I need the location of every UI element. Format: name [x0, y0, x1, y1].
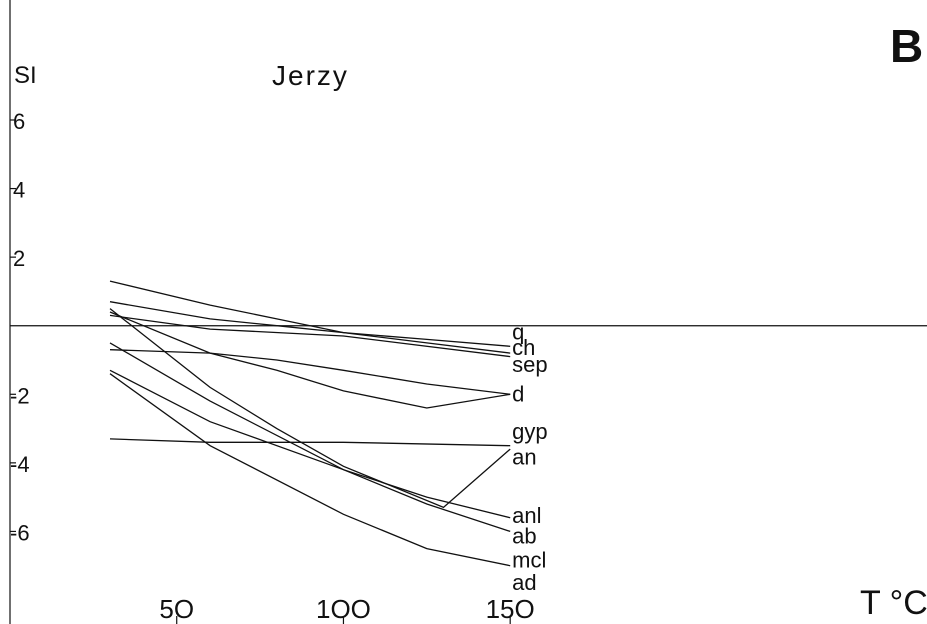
series-label-an: an [512, 445, 536, 470]
series-line-mcl [109, 308, 511, 509]
x-tick-label: 5O [159, 594, 194, 624]
series-line-an [109, 438, 511, 447]
series-line-ab [109, 369, 511, 533]
x-tick-label: 15O [486, 594, 535, 624]
series-label-ab: ab [512, 524, 536, 549]
series-label-ad: ad [512, 570, 536, 595]
series-lines [109, 280, 511, 567]
series-label-mcl: mcl [512, 548, 546, 573]
y-tick-label: 6 [13, 109, 25, 134]
chart-title: Jerzy [272, 60, 349, 91]
y-tick-label: -6 [10, 520, 30, 545]
panel-letter: B [890, 20, 923, 72]
series-line-ad [109, 373, 511, 567]
y-tick-label: 4 [13, 178, 25, 203]
axes: 6 4 2 -2 -4 -6 5O 1OO 15O [9, 0, 927, 624]
series-line-ch [109, 301, 511, 354]
series-label-d: d [512, 381, 524, 406]
series-line-anl [109, 342, 511, 519]
series-line-gyp [109, 349, 511, 395]
series-line-d [109, 311, 511, 409]
series-line-q [109, 280, 511, 347]
series-label-sep: sep [512, 352, 547, 377]
y-tick-label: -4 [10, 452, 30, 477]
x-axis-label: T °C [860, 584, 927, 622]
series-line-sep [109, 314, 511, 358]
series-label-gyp: gyp [512, 419, 547, 444]
x-tick-label: 1OO [316, 594, 371, 624]
series-label-anl: anl [512, 503, 541, 528]
y-tick-label: -2 [10, 383, 30, 408]
y-axis-label: SI [14, 62, 37, 89]
series-label-ch: ch [512, 335, 535, 360]
series-label-q: q [512, 320, 524, 345]
y-tick-label: 2 [13, 246, 25, 271]
